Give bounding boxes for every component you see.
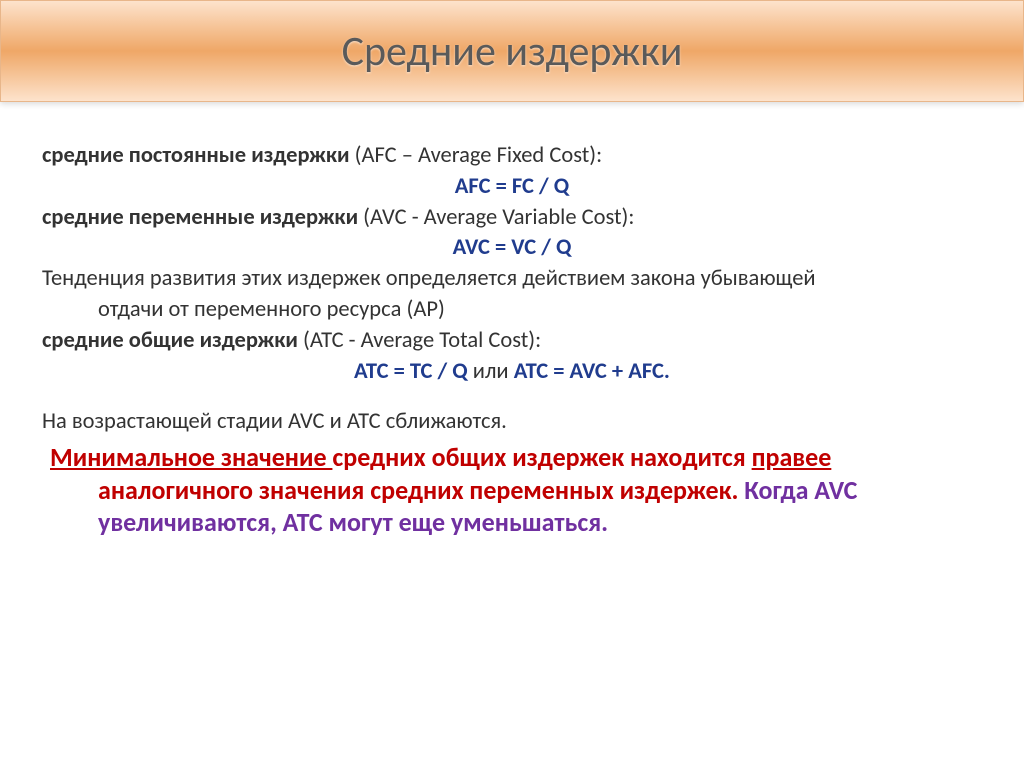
rising-stage-line: На возрастающей стадии AVC и ATC сближаю… xyxy=(42,408,982,437)
slide-title: Средние издержки xyxy=(342,26,683,77)
key-statement: Минимальное значение средних общих издер… xyxy=(42,441,982,539)
tendency-line-1: Тенденция развития этих издержек определ… xyxy=(42,265,982,294)
atc-formula-or: или xyxy=(468,358,514,385)
afc-label-line: средние постоянные издержки (AFC – Avera… xyxy=(42,142,982,171)
atc-formula: ATC = TC / Q или ATC = AVC + AFC. xyxy=(42,358,982,387)
red-part2: средних общих издержек находится xyxy=(332,441,751,473)
avc-label-bold: средние переменные издержки xyxy=(42,204,358,231)
atc-label-rest: (ATC - Average Total Cost): xyxy=(298,327,541,354)
slide-container: Средние издержки средние постоянные изде… xyxy=(0,0,1024,767)
red-underline-2: правее xyxy=(752,441,832,473)
slide-content: средние постоянные издержки (AFC – Avera… xyxy=(0,102,1024,539)
red-underline-1: Минимальное значение xyxy=(50,441,332,473)
atc-formula-part1: ATC = TC / Q xyxy=(354,358,468,385)
atc-label-line: средние общие издержки (ATC - Average To… xyxy=(42,327,982,356)
title-bar: Средние издержки xyxy=(0,0,1024,102)
avc-label-line: средние переменные издержки (AVC - Avera… xyxy=(42,204,982,233)
afc-label-bold: средние постоянные издержки xyxy=(42,142,350,169)
afc-label-rest: (AFC – Average Fixed Cost): xyxy=(350,142,603,169)
avc-label-rest: (AVC - Average Variable Cost): xyxy=(358,204,634,231)
avc-formula: AVC = VC / Q xyxy=(42,234,982,263)
atc-label-bold: средние общие издержки xyxy=(42,327,298,354)
tendency-line-2: отдачи от переменного ресурса (AP) xyxy=(42,296,982,325)
afc-formula: AFC = FC / Q xyxy=(42,173,982,202)
red-part4: аналогичного значения средних переменных… xyxy=(98,474,738,506)
atc-formula-part2: ATC = AVC + AFC. xyxy=(514,358,670,385)
